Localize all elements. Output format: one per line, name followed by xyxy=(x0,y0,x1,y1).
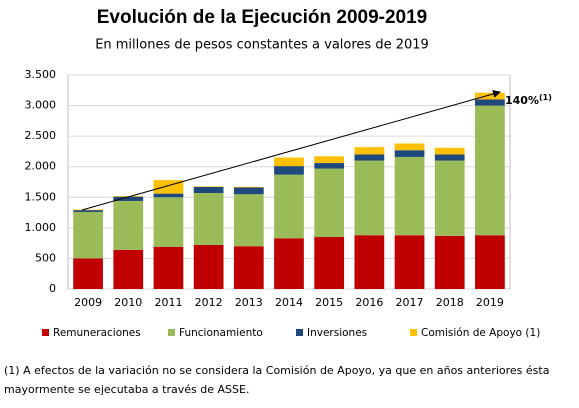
bar-segment xyxy=(113,200,144,250)
bar-segment xyxy=(394,156,425,236)
bar-segment xyxy=(153,197,184,247)
bar-segment xyxy=(475,105,505,236)
bar-segment xyxy=(394,150,425,157)
y-tick-label: 1.500 xyxy=(25,190,57,203)
chart-subtitle: En millones de pesos constantes a valore… xyxy=(95,38,429,53)
bar-segment xyxy=(193,244,224,289)
bar-segment xyxy=(475,99,505,106)
legend-swatch xyxy=(42,329,49,336)
footnote: (1) A efectos de la variación no se cons… xyxy=(4,364,549,377)
x-tick-label: 2011 xyxy=(154,296,182,309)
y-tick-label: 500 xyxy=(35,251,56,264)
bar-segment xyxy=(193,186,224,187)
legend-swatch xyxy=(410,329,417,336)
legend-label: Remuneraciones xyxy=(53,327,141,339)
bar-segment xyxy=(274,157,304,167)
x-tick-label: 2014 xyxy=(275,296,303,309)
bar-segment xyxy=(475,235,505,289)
bar-segment xyxy=(434,235,465,289)
footnote: mayormente se ejecutaba a través de ASSE… xyxy=(4,383,249,396)
chart-title: Evolución de la Ejecución 2009-2019 xyxy=(97,7,428,28)
y-tick-label: 3.000 xyxy=(25,99,57,112)
bar-segment xyxy=(274,166,304,175)
y-tick-label: 2.500 xyxy=(25,129,57,142)
bar-segment xyxy=(113,196,144,201)
bar-segment xyxy=(113,249,144,289)
bar-segment xyxy=(73,258,103,289)
x-tick-label: 2019 xyxy=(476,296,504,309)
bar-segment xyxy=(314,163,345,169)
x-tick-label: 2016 xyxy=(355,296,383,309)
bar-segment xyxy=(434,147,465,155)
x-tick-label: 2010 xyxy=(114,296,142,309)
x-tick-label: 2017 xyxy=(396,296,424,309)
legend-label: Inversiones xyxy=(307,327,367,339)
bar-segment xyxy=(274,174,304,239)
bar-segment xyxy=(274,238,304,289)
bar-segment xyxy=(314,168,345,238)
bar-segment xyxy=(434,160,465,236)
bar-segment xyxy=(193,193,224,245)
bar-segment xyxy=(153,193,184,198)
bar-segment xyxy=(73,211,103,259)
bar-segment xyxy=(354,235,385,289)
bar-segment xyxy=(233,187,264,195)
annotation-text: 140% xyxy=(505,94,539,107)
y-tick-label: 2.000 xyxy=(25,160,57,173)
bar-segment xyxy=(233,246,264,289)
x-tick-label: 2015 xyxy=(315,296,343,309)
bar-segment xyxy=(475,92,505,100)
legend-swatch xyxy=(168,329,175,336)
bar-segment xyxy=(354,154,385,161)
bar-segment xyxy=(354,160,385,236)
x-tick-label: 2009 xyxy=(74,296,102,309)
annotation: 140%(1) xyxy=(505,93,552,108)
y-tick-label: 0 xyxy=(49,282,56,295)
x-tick-label: 2018 xyxy=(436,296,464,309)
bar-segment xyxy=(394,235,425,289)
bar-segment xyxy=(73,210,103,212)
bar-segment xyxy=(193,186,224,194)
legend-label: Comisión de Apoyo (1) xyxy=(421,327,540,339)
bar-segment xyxy=(394,143,425,151)
bar-segment xyxy=(354,147,385,155)
y-tick-label: 1.000 xyxy=(25,221,57,234)
bar-segment xyxy=(113,196,144,197)
y-tick-label: 3.500 xyxy=(25,68,57,81)
bar-segment xyxy=(314,237,345,289)
legend-label: Funcionamiento xyxy=(179,327,263,339)
trend-arrow xyxy=(81,90,501,211)
legend-swatch xyxy=(296,329,303,336)
bar-segment xyxy=(153,246,184,289)
x-tick-label: 2013 xyxy=(235,296,263,309)
bar-segment xyxy=(233,194,264,247)
x-tick-label: 2012 xyxy=(195,296,223,309)
bar-segment xyxy=(233,186,264,188)
bar-segment xyxy=(434,154,465,161)
bar-segment xyxy=(73,209,103,211)
annotation-superscript: (1) xyxy=(539,93,552,102)
bar-segment xyxy=(314,156,345,164)
